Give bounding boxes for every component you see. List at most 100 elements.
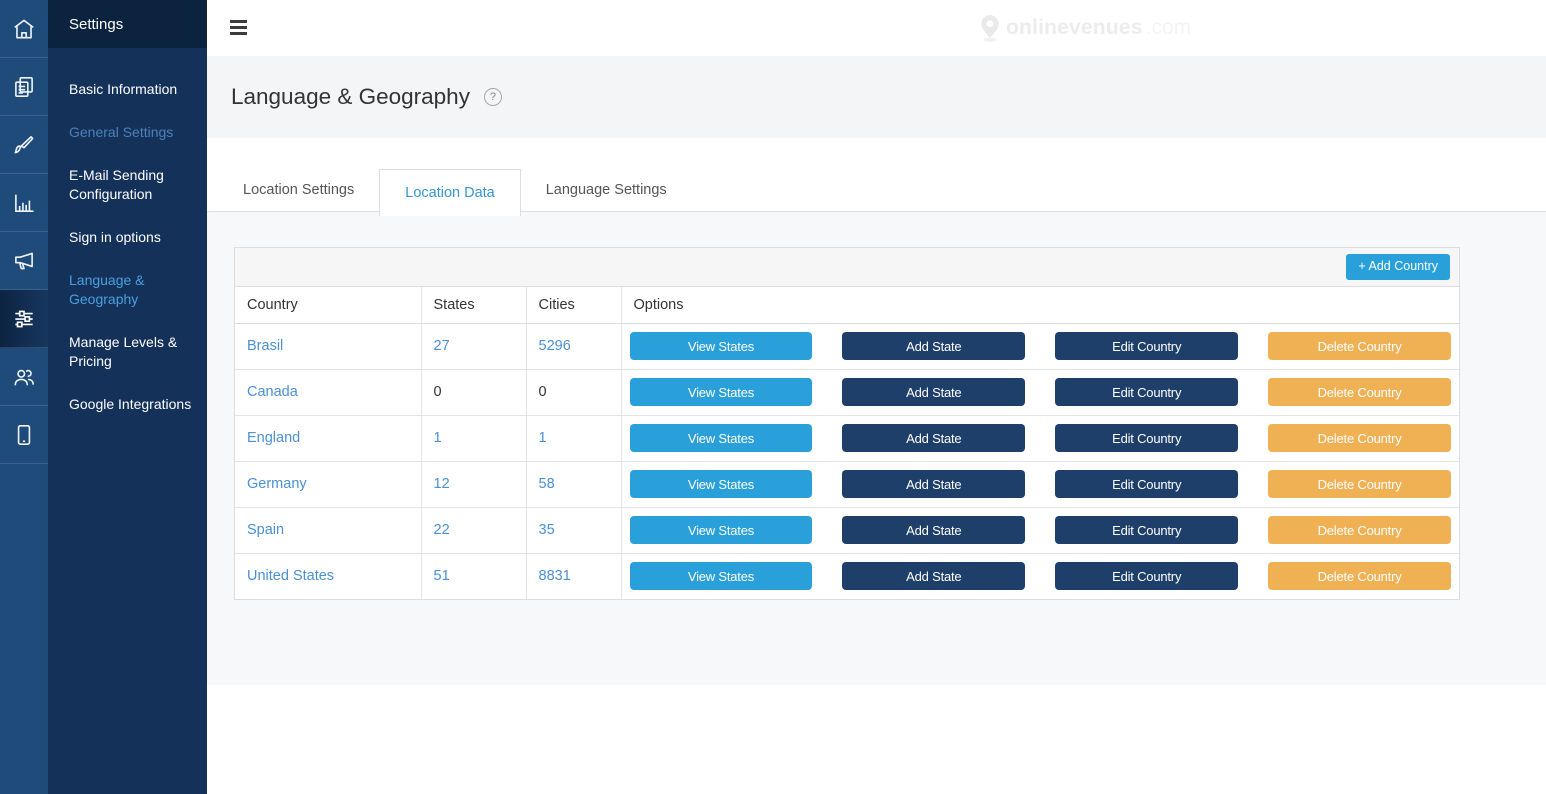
cities-cell: 35 — [526, 507, 622, 554]
column-header-states: States — [421, 287, 527, 324]
states-count[interactable]: 27 — [433, 338, 450, 354]
cities-count[interactable]: 58 — [538, 476, 555, 492]
table-header-row: Country States Cities Options — [235, 287, 1459, 324]
states-count[interactable]: 22 — [433, 522, 450, 538]
megaphone-icon[interactable] — [0, 232, 48, 290]
cities-cell: 0 — [526, 369, 622, 416]
home-icon[interactable] — [0, 0, 48, 58]
cities-cell: 1 — [526, 415, 622, 462]
row-options: View States Add State Edit Country Delete C… — [629, 424, 1451, 452]
sidebar-item-e-mail-sending-configuration[interactable]: E-Mail Sending Configuration — [69, 167, 164, 202]
cities-count[interactable]: 8831 — [538, 568, 571, 585]
states-count[interactable]: 51 — [433, 568, 450, 585]
map-pin-icon — [981, 15, 999, 42]
states-count[interactable]: 12 — [433, 476, 450, 492]
view-states-button[interactable]: View States — [629, 470, 813, 498]
states-cell: 12 — [421, 461, 527, 508]
delete-country-button[interactable]: Delete Country — [1268, 332, 1451, 360]
column-header-cities: Cities — [526, 287, 622, 324]
table-row: England 1 1 View States Add State Edit Cou… — [235, 415, 1459, 462]
logo-suffix: .com — [1145, 16, 1192, 39]
users-icon[interactable] — [0, 348, 48, 406]
cities-count[interactable]: 35 — [538, 522, 555, 538]
edit-country-button[interactable]: Edit Country — [1055, 516, 1239, 544]
sidebar-item-general-settings[interactable]: General Settings — [69, 124, 174, 140]
title-band: Language & Geography ? — [207, 56, 1546, 138]
phone-icon[interactable] — [0, 406, 48, 464]
states-count[interactable]: 1 — [433, 430, 442, 446]
add-state-button[interactable]: Add State — [842, 378, 1026, 406]
row-options: View States Add State Edit Country Delete C… — [629, 378, 1451, 406]
sidebar-header: Settings — [48, 0, 207, 48]
country-link[interactable]: Canada — [247, 384, 298, 400]
country-link[interactable]: United States — [247, 568, 335, 585]
hamburger-icon[interactable] — [230, 20, 247, 35]
column-header-country: Country — [235, 287, 422, 324]
view-states-button[interactable]: View States — [629, 516, 813, 544]
country-link[interactable]: Brasil — [247, 338, 284, 354]
countries-table: Country States Cities Options Brasil 27 … — [235, 287, 1459, 599]
delete-country-button[interactable]: Delete Country — [1268, 562, 1451, 591]
sidebar-item-manage-levels-pricing[interactable]: Manage Levels & Pricing — [69, 334, 178, 369]
sidebar-item-basic-information[interactable]: Basic Information — [69, 81, 178, 97]
add-state-button[interactable]: Add State — [842, 516, 1026, 544]
icon-rail — [0, 0, 48, 794]
logo-text: onlinevenues — [1006, 16, 1143, 39]
site-logo[interactable]: onlinevenues .com — [977, 13, 1191, 43]
view-states-button[interactable]: View States — [629, 378, 813, 406]
add-country-button[interactable]: + Add Country — [1346, 254, 1450, 280]
cities-count[interactable]: 5296 — [538, 338, 571, 354]
country-link[interactable]: England — [247, 430, 301, 446]
topbar: onlinevenues .com — [207, 0, 1546, 56]
add-state-button[interactable]: Add State — [842, 470, 1026, 498]
table-row: Germany 12 58 View States Add State Edit C… — [235, 461, 1459, 508]
pages-icon[interactable] — [0, 58, 48, 116]
delete-country-button[interactable]: Delete Country — [1268, 470, 1451, 498]
row-options: View States Add State Edit Country Delete C… — [629, 516, 1451, 544]
edit-country-button[interactable]: Edit Country — [1055, 332, 1239, 360]
page-title: Language & Geography — [231, 84, 470, 109]
edit-country-button[interactable]: Edit Country — [1055, 378, 1239, 406]
cities-cell: 5296 — [526, 323, 622, 370]
tab-location-data[interactable]: Location Data — [379, 169, 521, 216]
view-states-button[interactable]: View States — [629, 332, 813, 360]
country-link[interactable]: Spain — [247, 522, 285, 538]
tab-location-settings[interactable]: Location Settings — [243, 182, 355, 198]
sidebar-item-language-geography[interactable]: Language & Geography — [69, 272, 145, 307]
table-row: Brasil 27 5296 View States Add State Edit … — [235, 323, 1459, 370]
view-states-button[interactable]: View States — [629, 424, 813, 452]
edit-country-button[interactable]: Edit Country — [1055, 562, 1239, 591]
add-state-button[interactable]: Add State — [842, 562, 1026, 591]
view-states-button[interactable]: View States — [629, 562, 813, 591]
states-cell: 22 — [421, 507, 527, 554]
delete-country-button[interactable]: Delete Country — [1268, 424, 1451, 452]
sliders-icon[interactable] — [0, 290, 48, 348]
states-count: 0 — [433, 384, 442, 400]
content-area: + Add Country Country States Cities Opti… — [207, 212, 1546, 685]
cities-cell: 8831 — [526, 553, 622, 599]
help-icon[interactable]: ? — [483, 88, 502, 106]
cities-count: 0 — [538, 384, 547, 400]
add-state-button[interactable]: Add State — [842, 424, 1026, 452]
tab-language-settings[interactable]: Language Settings — [545, 182, 667, 198]
sidebar-item-google-integrations[interactable]: Google Integrations — [69, 396, 192, 412]
edit-country-button[interactable]: Edit Country — [1055, 424, 1239, 452]
column-header-options: Options — [621, 287, 1459, 324]
cities-count[interactable]: 1 — [538, 430, 547, 446]
delete-country-button[interactable]: Delete Country — [1268, 378, 1451, 406]
country-link[interactable]: Germany — [247, 476, 307, 492]
edit-country-button[interactable]: Edit Country — [1055, 470, 1239, 498]
states-cell: 0 — [421, 369, 527, 416]
sidebar-item-sign-in-options[interactable]: Sign in options — [69, 229, 161, 245]
chart-icon[interactable] — [0, 174, 48, 232]
sidebar-menu: Basic Information General Settings E-Mail … — [48, 48, 207, 426]
add-state-button[interactable]: Add State — [842, 332, 1026, 360]
delete-country-button[interactable]: Delete Country — [1268, 516, 1451, 544]
cities-cell: 58 — [526, 461, 622, 508]
settings-sidebar: Settings Basic Information General Settin… — [48, 0, 207, 794]
main-area: onlinevenues .com Language & Geography ? … — [207, 0, 1546, 794]
states-cell: 1 — [421, 415, 527, 462]
table-row: Canada 0 0 View States Add State Edit Coun… — [235, 369, 1459, 416]
brush-icon[interactable] — [0, 116, 48, 174]
row-options: View States Add State Edit Country Delete C… — [629, 562, 1451, 591]
